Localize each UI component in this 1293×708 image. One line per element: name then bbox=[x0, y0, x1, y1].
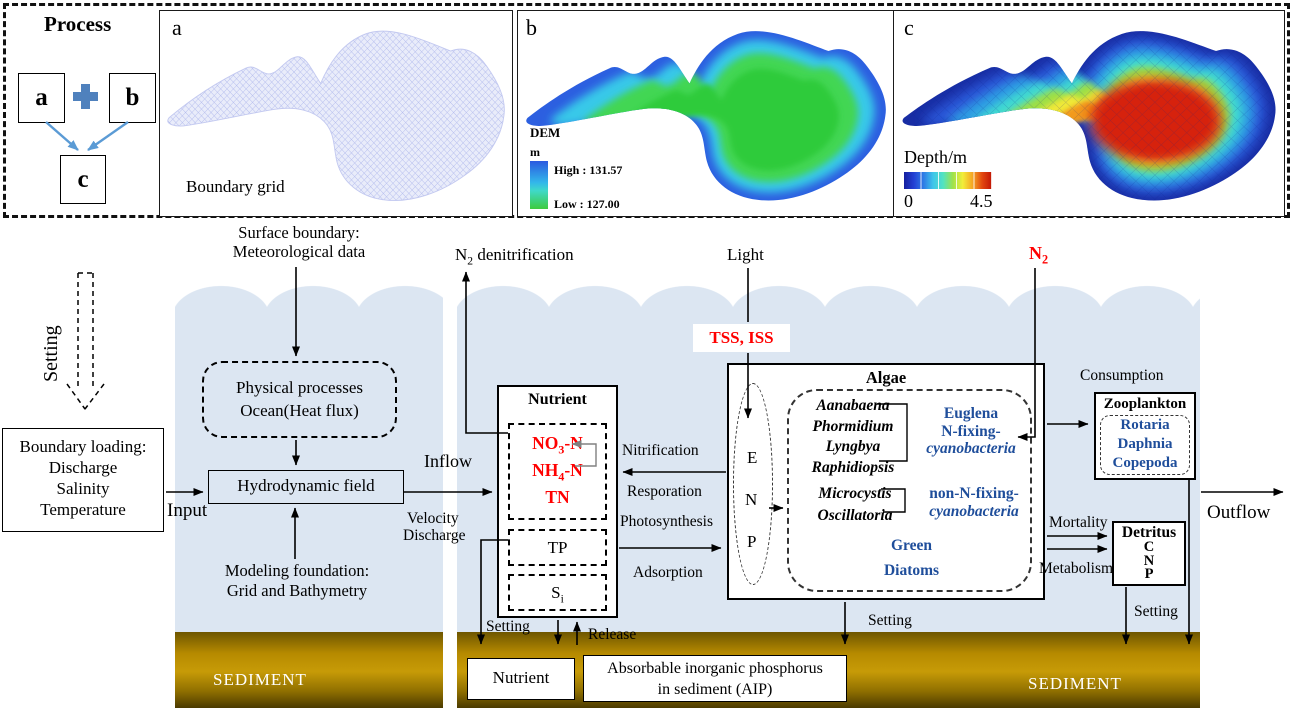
sediment-label-left: SEDIMENT bbox=[213, 670, 307, 689]
algae-title: Algae bbox=[865, 368, 907, 387]
detritus-n: N bbox=[1143, 552, 1155, 569]
setting-detritus-label: Setting bbox=[1134, 603, 1178, 620]
panel-b-tag: b bbox=[526, 15, 537, 40]
outflow-label: Outflow bbox=[1207, 502, 1271, 523]
sediment-nutrient-box: Nutrient bbox=[467, 658, 575, 700]
panel-a-caption: Boundary grid bbox=[186, 177, 285, 196]
n2-denitrification-label: N2 denitrification bbox=[455, 245, 574, 268]
detritus-p: P bbox=[1144, 566, 1154, 582]
modeling-foundation-label: Modeling foundation: Grid and Bathymetry bbox=[224, 561, 370, 600]
velocity-label: Velocity bbox=[407, 510, 459, 527]
panel-a-tag: a bbox=[172, 15, 182, 40]
nfix-group-label: Euglena N-fixing- cyanobacteria bbox=[926, 405, 1016, 457]
diatoms-label: Diatoms bbox=[883, 562, 940, 579]
map-panel-boundary-grid: a Boundary grid bbox=[159, 10, 513, 217]
nonfix-group-label: non-N-fixing- cyanobacteria bbox=[929, 485, 1019, 520]
tn-label: TN bbox=[545, 487, 570, 507]
process-title: Process bbox=[44, 12, 112, 36]
dem-lake-graphic bbox=[526, 31, 886, 201]
process-node-a: a bbox=[18, 73, 65, 123]
input-label: Input bbox=[167, 500, 208, 521]
algae-species-box: Aanabaena Phormidium Lyngbya Raphidiopsi… bbox=[787, 389, 1032, 592]
hydrodynamic-field-box: Hydrodynamic field bbox=[208, 470, 404, 504]
dem-legend-low: Low : 127.00 bbox=[554, 197, 620, 211]
setting-algae-label: Setting bbox=[868, 612, 912, 629]
physical-processes-box: Physical processes Ocean(Heat flux) bbox=[202, 361, 397, 438]
algae-box: Algae E N P Aanabaena Phormidium Lyngbya… bbox=[727, 363, 1045, 600]
enp-e: E bbox=[747, 448, 758, 467]
panel-c-tag: c bbox=[904, 15, 914, 40]
process-node-b: b bbox=[109, 73, 156, 123]
nutrient-title: Nutrient bbox=[528, 391, 587, 408]
si-box: Si bbox=[508, 574, 607, 611]
enp-ellipse: E N P bbox=[733, 383, 773, 585]
zooplankton-box: Zooplankton Rotaria Daphnia Copepoda bbox=[1094, 392, 1196, 480]
detritus-title: Detritus bbox=[1121, 524, 1177, 541]
map-panel-dem: b DEM m High : 131.57 Low : 127.00 bbox=[517, 10, 895, 217]
dem-legend-high: High : 131.57 bbox=[554, 163, 623, 177]
green-algae-label: Green bbox=[890, 537, 933, 554]
depth-legend-title: Depth/m bbox=[904, 147, 967, 167]
dem-legend-title: DEM bbox=[530, 125, 561, 140]
depth-tick-min: 0 bbox=[904, 191, 913, 211]
process-node-c: c bbox=[60, 155, 106, 204]
depth-tick-max: 4.5 bbox=[970, 191, 993, 211]
sediment-bar-left bbox=[175, 632, 443, 708]
depth-lake-graphic bbox=[902, 31, 1276, 201]
setting-dashed-arrow bbox=[66, 272, 105, 410]
nutrient-box: Nutrient NO3-N NH4-N TN TP Si bbox=[497, 385, 618, 618]
dem-legend-unit: m bbox=[530, 145, 540, 159]
depth-colorbar bbox=[904, 172, 992, 189]
nfix-species-list: Aanabaena Phormidium Lyngbya Raphidiopsi… bbox=[811, 397, 895, 476]
detritus-c: C bbox=[1143, 539, 1155, 555]
release-label: Release bbox=[588, 626, 637, 643]
surface-boundary-label: Surface boundary: Meteorological data bbox=[232, 223, 366, 261]
plus-icon bbox=[73, 84, 98, 109]
no3-n-label: NO3-N bbox=[532, 433, 583, 457]
map-panel-depth: c Depth/m 0 4.5 bbox=[893, 10, 1285, 217]
boundary-loading-box: Boundary loading: Discharge Salinity Tem… bbox=[2, 428, 164, 532]
resporation-label: Resporation bbox=[627, 483, 702, 500]
water-surface-wave-left bbox=[175, 285, 443, 318]
depth-colorbar-ticks bbox=[904, 172, 992, 189]
dem-colorbar bbox=[530, 161, 548, 209]
metabolism-label: Metabolism bbox=[1039, 560, 1114, 577]
enp-p: P bbox=[747, 532, 757, 551]
setting-side-label: Setting bbox=[40, 325, 62, 382]
photosynthesis-label: Photosynthesis bbox=[620, 513, 714, 530]
nh4-n-label: NH4-N bbox=[532, 460, 583, 484]
n2-label: N2 bbox=[1029, 243, 1049, 267]
detritus-box: Detritus C N P bbox=[1112, 521, 1186, 586]
boundary-grid-lake-graphic bbox=[167, 30, 505, 201]
nitrogen-group-box: NO3-N NH4-N TN bbox=[508, 423, 607, 520]
water-surface-wave-right bbox=[457, 285, 1200, 318]
discharge-label: Discharge bbox=[403, 527, 466, 544]
setting-nutrient-label: Setting bbox=[486, 618, 530, 635]
nitrification-label: Nitrification bbox=[622, 442, 699, 459]
tss-iss-label: TSS, ISS bbox=[693, 324, 790, 352]
adsorption-label: Adsorption bbox=[633, 564, 703, 581]
inflow-label: Inflow bbox=[424, 451, 472, 471]
sediment-label-right: SEDIMENT bbox=[1028, 674, 1122, 693]
zooplankton-species-box: Rotaria Daphnia Copepoda bbox=[1100, 415, 1190, 475]
light-label: Light bbox=[727, 245, 764, 264]
zooplankton-title: Zooplankton bbox=[1103, 396, 1187, 412]
consumption-label: Consumption bbox=[1080, 367, 1164, 384]
enp-n: N bbox=[745, 490, 758, 509]
nonfix-species-list: Microcystis Oscillatoria bbox=[817, 485, 893, 524]
tp-box: TP bbox=[508, 529, 607, 566]
aip-box: Absorbable inorganic phosphorus in sedim… bbox=[583, 655, 847, 702]
mortality-label: Mortality bbox=[1049, 514, 1108, 531]
